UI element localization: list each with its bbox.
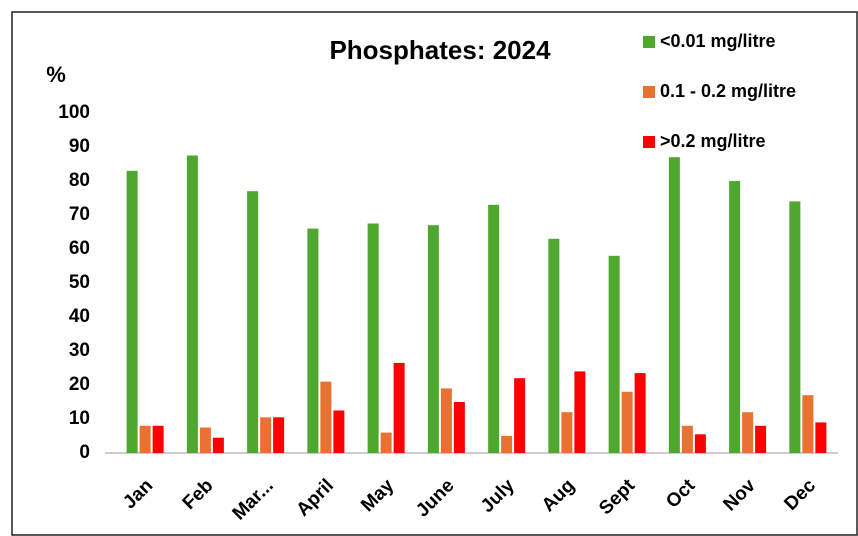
y-tick-label: 50 [69,272,90,293]
y-axis-label: % [46,62,66,87]
bar [501,436,513,453]
bar [307,228,319,453]
bar [212,437,224,453]
bar [199,427,211,453]
bar [186,155,198,453]
y-tick-label: 100 [58,102,90,123]
bar [273,417,285,453]
y-tick-label: 90 [69,136,90,157]
legend-swatch [643,136,655,148]
bar [815,422,827,453]
bar [789,201,801,453]
y-tick-label: 30 [69,340,90,361]
bar [152,425,164,453]
y-tick-label: 80 [69,170,90,191]
bar [380,432,392,453]
y-tick-label: 10 [69,408,90,429]
bar [681,425,693,453]
bar [139,425,151,453]
bar [729,181,741,453]
bar [488,204,500,453]
bar [393,362,405,453]
bar [802,395,814,453]
y-tick-label: 40 [69,306,90,327]
legend-label: >0.2 mg/litre [660,131,766,151]
bar [755,425,767,453]
bar [126,170,138,454]
bar [668,157,680,453]
legend-swatch [643,36,655,48]
bar [440,388,452,453]
bar [333,410,345,453]
chart-title: Phosphates: 2024 [329,35,551,65]
bar [427,225,439,453]
bar [247,191,259,453]
bar [548,238,560,453]
legend-label: 0.1 - 0.2 mg/litre [660,81,796,101]
bar [453,402,465,453]
bar [608,255,620,453]
bar [694,434,706,453]
bar [320,381,332,453]
y-tick-label: 60 [69,238,90,259]
legend-swatch [643,86,655,98]
bar [561,412,573,453]
bar [367,223,379,453]
bar [574,371,586,453]
legend-label: <0.01 mg/litre [660,31,776,51]
y-tick-label: 20 [69,374,90,395]
bar [742,412,754,453]
y-tick-label: 0 [79,442,90,463]
bar [634,373,646,453]
bar [621,391,633,453]
bar [514,378,526,453]
bar [260,417,272,453]
y-tick-label: 70 [69,204,90,225]
